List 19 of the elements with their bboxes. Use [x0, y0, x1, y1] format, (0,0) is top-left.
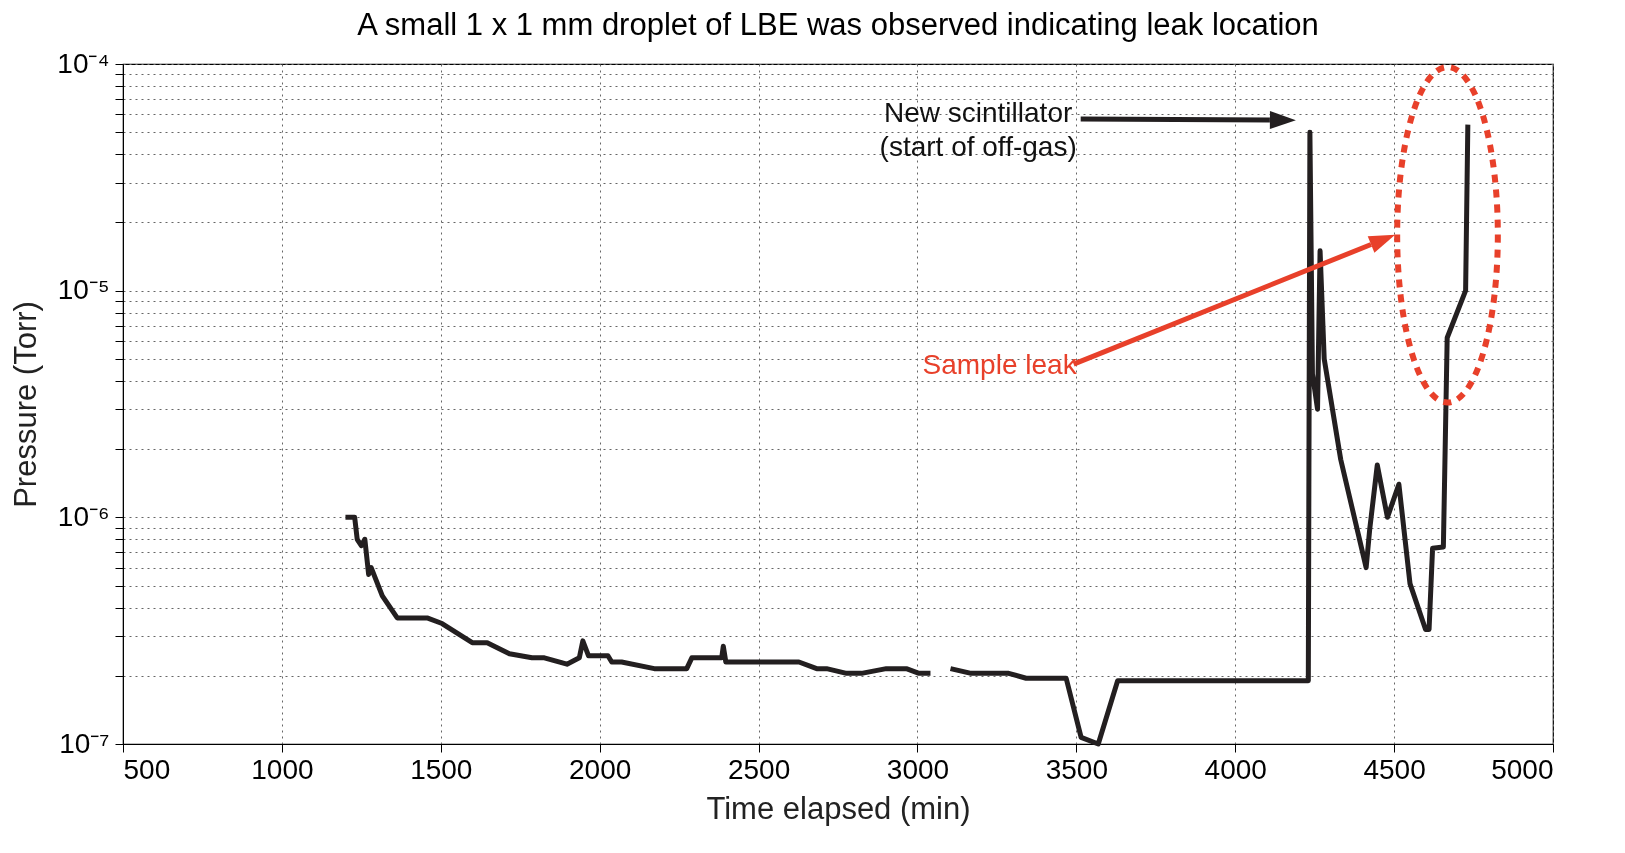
- x-tick-label: 5000: [1491, 753, 1554, 785]
- annotation: New scintillator (start of off-gas): [879, 97, 1077, 162]
- y-tick-label: 10⁻⁶: [57, 500, 110, 532]
- x-tick-label: 4000: [1204, 753, 1267, 785]
- x-tick-label: 3000: [886, 753, 950, 785]
- x-tick-label: 1000: [251, 753, 314, 785]
- y-tick-label: 10⁻⁵: [57, 274, 110, 306]
- annotation: Sample leak: [922, 348, 1078, 380]
- x-tick-label: 1500: [410, 753, 473, 785]
- chart-title: A small 1 x 1 mm droplet of LBE was observed indicating leak location: [357, 7, 1319, 42]
- x-axis-title: Time elapsed (min): [706, 790, 971, 826]
- y-tick-label: 10⁻⁷: [59, 727, 110, 759]
- x-tick-label: 2000: [569, 753, 632, 785]
- x-tick-label: 4500: [1363, 753, 1426, 785]
- x-tick-label: 2500: [727, 753, 791, 785]
- x-tick-label: 500: [123, 753, 171, 785]
- y-axis-title: Pressure (Torr): [8, 301, 44, 508]
- y-tick-label: 10⁻⁴: [57, 47, 110, 79]
- x-tick-label: 3500: [1045, 753, 1108, 785]
